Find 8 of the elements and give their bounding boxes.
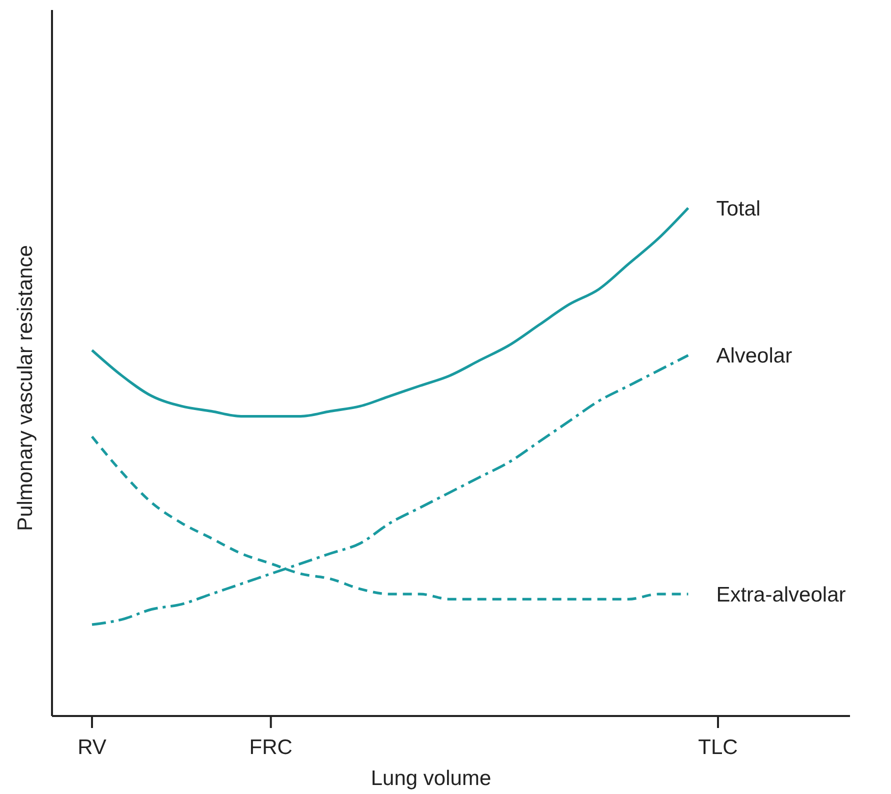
- x-tick-label: FRC: [249, 736, 292, 759]
- x-tick-label: TLC: [698, 736, 738, 759]
- x-tick-label: RV: [78, 736, 106, 759]
- series-label: Total: [716, 197, 761, 220]
- series-label: Alveolar: [716, 344, 792, 368]
- y-axis-title: Pulmonary vascular resistance: [14, 245, 37, 531]
- series-label: Extra-alveolar: [716, 583, 846, 606]
- x-axis-title: Lung volume: [370, 767, 492, 790]
